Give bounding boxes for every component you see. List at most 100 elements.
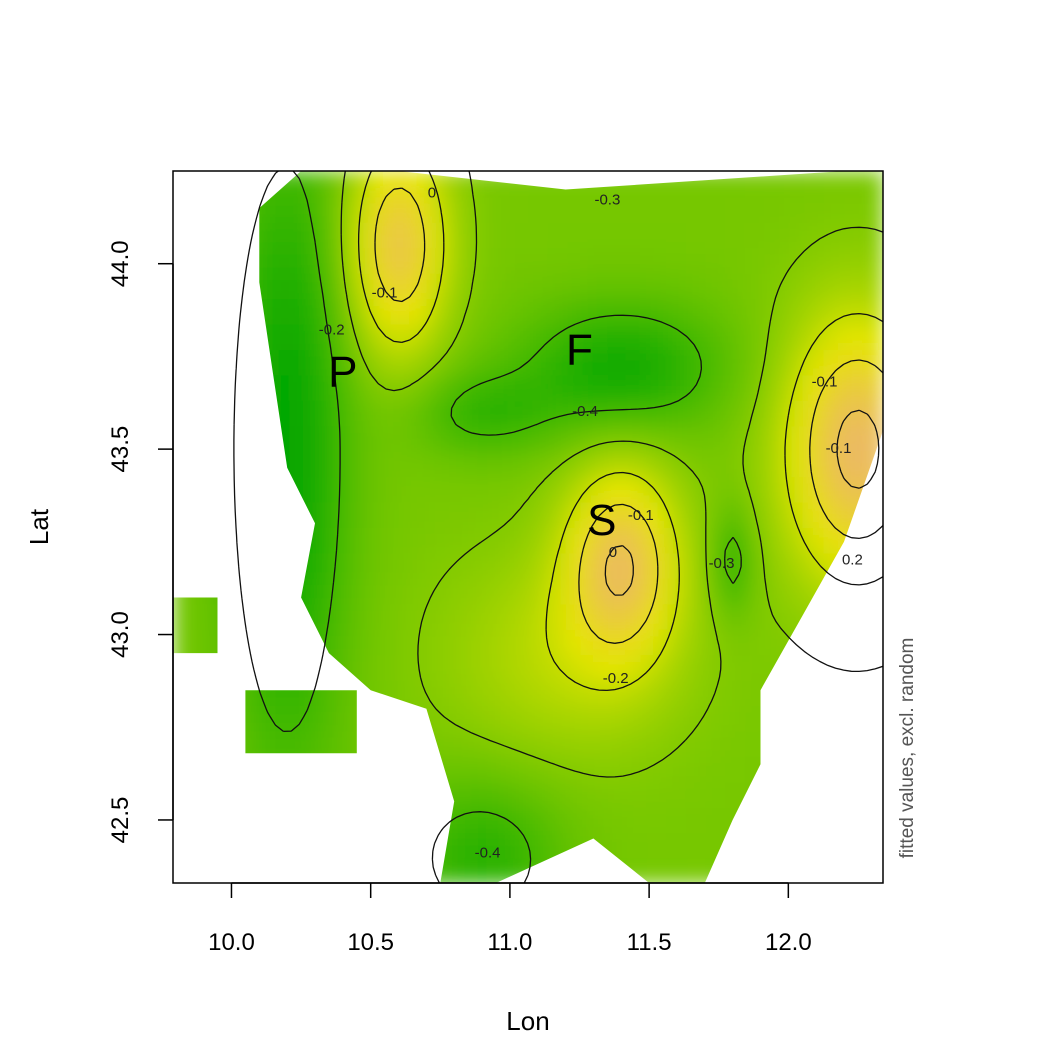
heatmap-cell — [804, 247, 825, 274]
heatmap-cell — [271, 857, 293, 883]
heatmap-cell — [468, 247, 490, 274]
heatmap-cell — [449, 552, 470, 579]
heatmap-cell — [468, 374, 490, 401]
heatmap-cell — [271, 349, 293, 376]
heatmap-cell — [646, 171, 667, 198]
heatmap-cell — [232, 349, 253, 376]
heatmap-cell — [271, 450, 293, 478]
heatmap-cell — [528, 399, 549, 427]
heatmap-cell — [547, 399, 569, 427]
heatmap-cell — [843, 832, 865, 859]
heatmap-cell — [547, 171, 569, 198]
heatmap-cell — [508, 705, 529, 732]
heatmap-cell — [409, 857, 431, 883]
heatmap-cell — [192, 857, 214, 883]
heatmap-cell — [508, 272, 529, 300]
heatmap-cell — [744, 679, 766, 706]
heatmap-cell — [547, 425, 569, 452]
heatmap-cell — [488, 476, 510, 503]
heatmap-cell — [606, 857, 628, 883]
heatmap-cell — [567, 272, 589, 300]
heatmap-cell — [646, 196, 667, 223]
contour-label: -0.2 — [603, 670, 629, 687]
heatmap-cell — [271, 399, 293, 427]
heatmap-cell — [389, 247, 411, 274]
heatmap-cell — [744, 832, 766, 859]
heatmap-cell — [666, 323, 687, 350]
heatmap-cell — [784, 272, 806, 300]
y-tick-label: 44.0 — [107, 240, 134, 287]
heatmap-cell — [744, 247, 766, 274]
heatmap-cell — [587, 272, 608, 300]
heatmap-cell — [764, 577, 786, 605]
heatmap-cell — [192, 171, 214, 198]
heatmap-cell — [468, 298, 490, 325]
heatmap-cell — [863, 832, 883, 859]
heatmap-cell — [330, 654, 352, 681]
heatmap-cell — [350, 349, 372, 376]
heatmap-cell — [389, 577, 411, 605]
heatmap-cell — [567, 374, 589, 401]
heatmap-cell — [863, 399, 883, 427]
heatmap-cell — [370, 806, 391, 834]
heatmap-cell — [547, 577, 569, 605]
heatmap-cell — [311, 476, 332, 503]
heatmap-cell — [232, 527, 253, 554]
heatmap-cell — [488, 832, 510, 859]
heatmap-cell — [606, 654, 628, 681]
y-tick-label: 42.5 — [107, 797, 134, 844]
heatmap-cell — [843, 221, 865, 249]
x-axis-title: Lon — [506, 1006, 549, 1036]
heatmap-cell — [212, 323, 234, 350]
heatmap-cell — [449, 171, 470, 198]
heatmap-cell — [251, 832, 273, 859]
heatmap-cell — [685, 806, 707, 834]
heatmap-cell — [725, 654, 746, 681]
heatmap-cell — [409, 705, 431, 732]
heatmap-cell — [212, 577, 234, 605]
heatmap-cell — [725, 476, 746, 503]
heatmap-cell — [666, 755, 687, 783]
heatmap-cell — [449, 374, 470, 401]
heatmap-cell — [784, 730, 806, 757]
heatmap-cell — [804, 272, 825, 300]
heatmap-cell — [449, 272, 470, 300]
heatmap-cell — [429, 221, 451, 249]
region-label: S — [587, 496, 616, 545]
heatmap-cell — [330, 272, 352, 300]
heatmap-cell — [271, 298, 293, 325]
heatmap-cell — [705, 577, 727, 605]
heatmap-cell — [409, 577, 431, 605]
heatmap-cell — [646, 730, 667, 757]
heatmap-cell — [389, 832, 411, 859]
heatmap-cell — [547, 272, 569, 300]
heatmap-cell — [311, 247, 332, 274]
heatmap-cell — [370, 705, 391, 732]
heatmap-cell — [449, 425, 470, 452]
heatmap-cell — [804, 806, 825, 834]
heatmap-cell — [488, 705, 510, 732]
heatmap-cell — [843, 730, 865, 757]
heatmap-cell — [389, 323, 411, 350]
heatmap-cell — [764, 425, 786, 452]
heatmap-cell — [744, 272, 766, 300]
heatmap-cell — [725, 755, 746, 783]
heatmap-cell — [567, 654, 589, 681]
heatmap-cell — [251, 577, 273, 605]
heatmap-cell — [389, 399, 411, 427]
heatmap-cell — [606, 221, 628, 249]
heatmap-cell — [271, 577, 293, 605]
heatmap-cell — [508, 552, 529, 579]
heatmap-cell — [370, 654, 391, 681]
heatmap-cell — [173, 654, 194, 681]
heatmap-cell — [567, 628, 589, 656]
heatmap-cell — [843, 425, 865, 452]
heatmap-cell — [587, 374, 608, 401]
heatmap-cell — [251, 781, 273, 808]
heatmap-cell — [764, 705, 786, 732]
heatmap-cell — [567, 298, 589, 325]
heatmap-cell — [389, 806, 411, 834]
heatmap-cell — [271, 196, 293, 223]
heatmap-cell — [784, 679, 806, 706]
